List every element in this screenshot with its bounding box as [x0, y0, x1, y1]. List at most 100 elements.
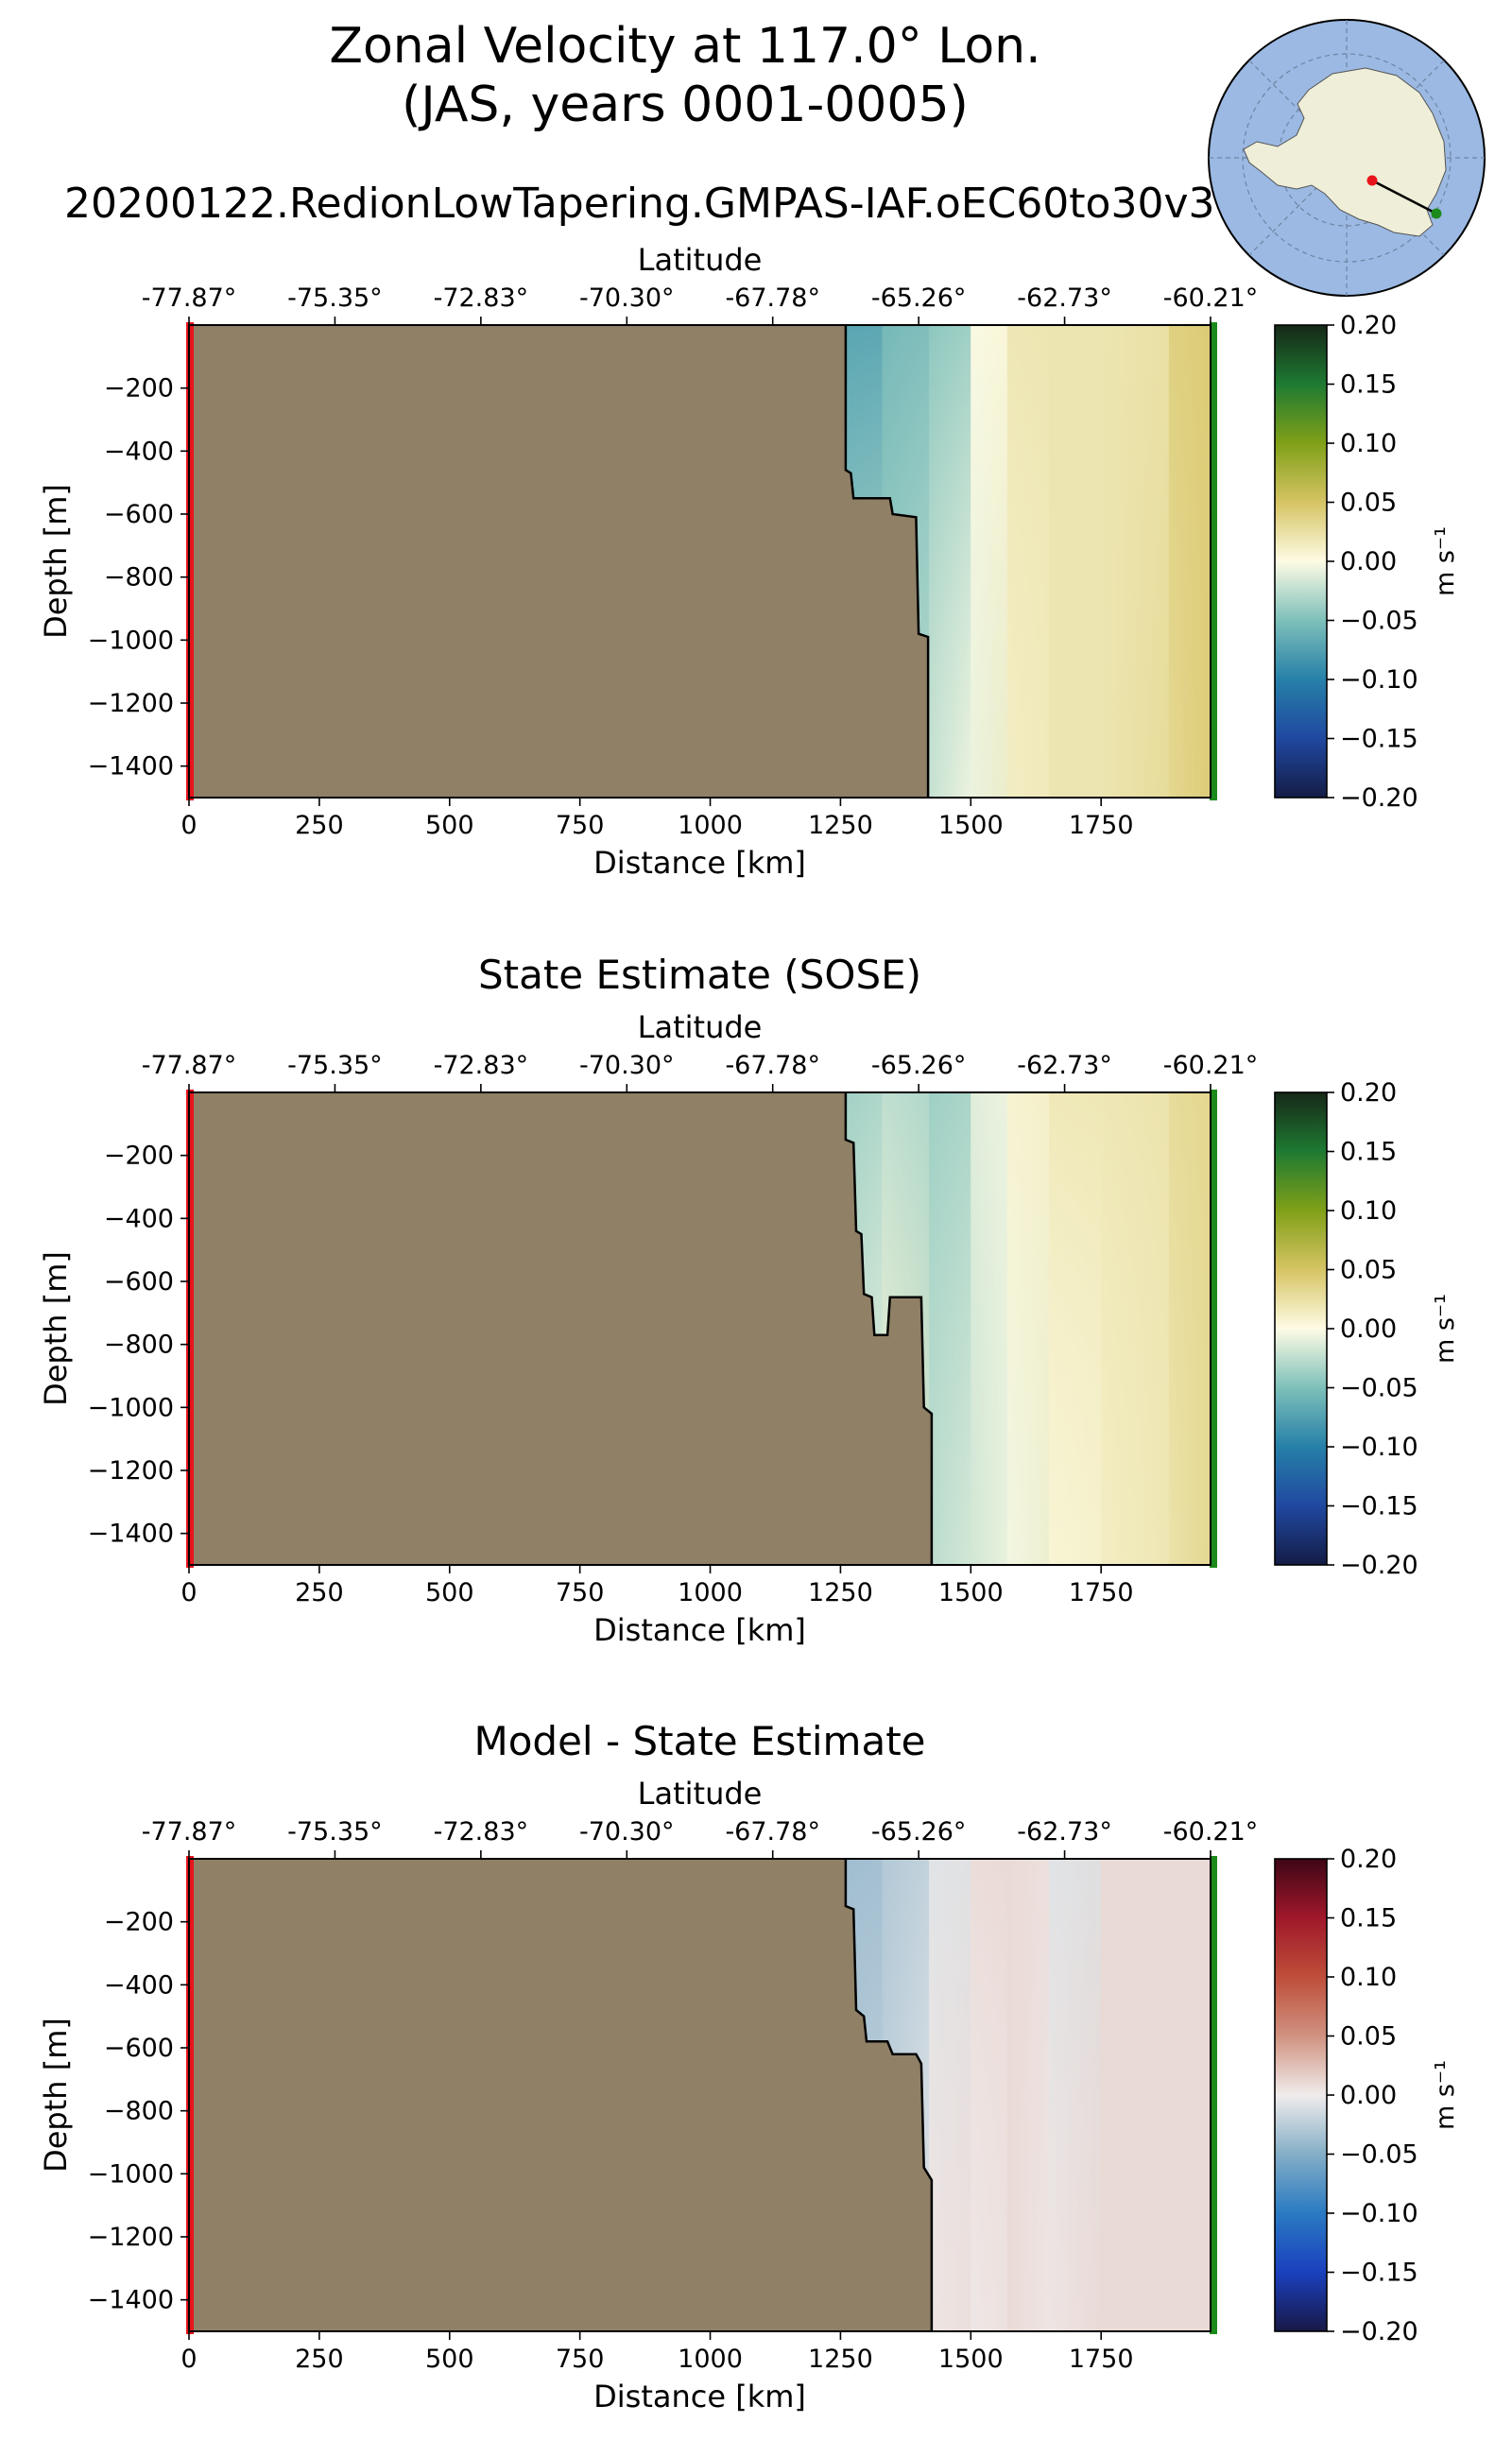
colorbar-tick-label: −0.20: [1340, 2317, 1418, 2346]
bathymetry-outline: [844, 325, 930, 798]
lat-tick-label: -67.78°: [725, 284, 820, 313]
section-end-bar: [1210, 322, 1217, 800]
x-axis-label: Distance [km]: [593, 2379, 806, 2414]
plot-frame: [188, 324, 1211, 799]
colorbar: [1274, 1091, 1328, 1566]
x-tick-label: 1000: [678, 1578, 743, 1607]
y-tick-label: −800: [104, 1331, 174, 1360]
lat-tick-label: -70.30°: [579, 1817, 675, 1847]
y-tick-label: −1000: [88, 1393, 174, 1422]
colorbar-tick-label: −0.20: [1340, 783, 1418, 813]
velocity-column: [1101, 1859, 1169, 2331]
lat-tick-label: -62.73°: [1017, 1817, 1112, 1847]
x-tick-label: 1750: [1069, 2345, 1134, 2374]
panel-1: 0 250 500 750 1000 1250 1500 1750 Distance [km] -…: [38, 242, 1460, 881]
antarctica-landmass: [1243, 67, 1447, 237]
section-end-bar: [1210, 1090, 1217, 1568]
colorbar-tick-label: 0.10: [1340, 1196, 1397, 1226]
x-tick-label: 750: [556, 2345, 605, 2374]
colorbar-tick-label: −0.10: [1340, 1433, 1418, 1462]
y-tick-label: −400: [104, 1970, 174, 2000]
figure-title-line1: Zonal Velocity at 117.0° Lon.: [329, 18, 1040, 75]
x-tick-label: 1000: [678, 811, 743, 840]
x-tick-label: 250: [295, 2345, 344, 2374]
lat-tick-label: -62.73°: [1017, 284, 1112, 313]
colorbar-tick-label: 0.00: [1340, 1314, 1397, 1344]
colorbar-tick-label: 0.15: [1340, 1138, 1397, 1167]
lat-tick-label: -77.87°: [142, 1051, 237, 1080]
colorbar-tick-label: −0.05: [1340, 607, 1418, 636]
y-tick-label: −600: [104, 1267, 174, 1297]
lat-tick-label: -72.83°: [434, 1817, 529, 1847]
y-axis-label: Depth [m]: [38, 484, 74, 639]
y-axis-label: Depth [m]: [38, 2018, 74, 2173]
x-tick-label: 1250: [808, 2345, 873, 2374]
y-tick-label: −1400: [88, 1520, 174, 1549]
x-tick-label: 0: [180, 811, 197, 840]
colorbar-tick-label: −0.15: [1340, 725, 1418, 754]
velocity-column: [1101, 325, 1169, 798]
bathymetry-outline: [844, 1092, 934, 1565]
velocity-column: [1049, 1092, 1102, 1565]
panel-2: State Estimate (SOSE) 0 250 500 750 1000 1250 1…: [38, 952, 1460, 1648]
y-tick-label: −1200: [88, 1456, 174, 1486]
colorbar-tick-label: 0.05: [1340, 1256, 1397, 1285]
colorbar: [1274, 1858, 1328, 2332]
velocity-column: [1006, 325, 1050, 798]
y-axis-label: Depth [m]: [38, 1251, 74, 1406]
section-line: [1371, 179, 1437, 215]
lat-tick-label: -65.26°: [871, 1817, 967, 1847]
x-tick-label: 750: [556, 1578, 605, 1607]
section-start-marker: [1366, 175, 1378, 186]
x-tick-label: 1250: [808, 1578, 873, 1607]
x-tick-label: 500: [425, 1578, 474, 1607]
lat-axis-label: Latitude: [638, 1009, 763, 1045]
velocity-column: [1168, 1092, 1211, 1565]
colorbar-tick-label: 0.00: [1340, 2081, 1397, 2110]
colorbar-tick-label: −0.15: [1340, 2259, 1418, 2288]
colorbar-label: m s⁻¹: [1431, 1294, 1460, 1364]
y-tick-label: −1200: [88, 2223, 174, 2252]
lat-tick-label: -60.21°: [1163, 284, 1259, 313]
lat-tick-label: -67.78°: [725, 1051, 820, 1080]
y-tick-label: −400: [104, 1204, 174, 1233]
lat-tick-label: -72.83°: [434, 1051, 529, 1080]
lat-tick-label: -65.26°: [871, 284, 967, 313]
x-tick-label: 1750: [1069, 811, 1134, 840]
x-tick-label: 500: [425, 811, 474, 840]
lat-tick-label: -60.21°: [1163, 1051, 1259, 1080]
velocity-column: [971, 325, 1007, 798]
colorbar-tick-label: −0.05: [1340, 1374, 1418, 1403]
colorbar-label: m s⁻¹: [1431, 2060, 1460, 2130]
lat-tick-label: -72.83°: [434, 284, 529, 313]
x-tick-label: 250: [295, 811, 344, 840]
velocity-column: [1049, 1859, 1102, 2331]
y-tick-label: −1000: [88, 2159, 174, 2189]
lat-axis-label: Latitude: [638, 1776, 763, 1812]
colorbar-tick-label: 0.05: [1340, 489, 1397, 518]
panel-title: State Estimate (SOSE): [478, 952, 921, 998]
section-end-marker: [1431, 208, 1442, 219]
velocity-column: [929, 1859, 971, 2331]
y-tick-label: −1200: [88, 689, 174, 718]
lat-tick-label: -60.21°: [1163, 1817, 1259, 1847]
colorbar-tick-label: 0.15: [1340, 1904, 1397, 1933]
y-tick-label: −400: [104, 437, 174, 466]
panel-3: Model - State Estimate 0 250 500 750 1000 1250…: [38, 1718, 1460, 2414]
x-tick-label: 1000: [678, 2345, 743, 2374]
lat-tick-label: -75.35°: [287, 1051, 383, 1080]
lat-tick-label: -75.35°: [287, 284, 383, 313]
y-tick-label: −1400: [88, 752, 174, 782]
x-tick-label: 0: [180, 2345, 197, 2374]
colorbar-tick-label: 0.05: [1340, 2022, 1397, 2052]
y-tick-label: −600: [104, 500, 174, 529]
velocity-column: [1006, 1859, 1050, 2331]
y-tick-label: −200: [104, 1142, 174, 1171]
y-tick-label: −800: [104, 2097, 174, 2126]
x-axis-label: Distance [km]: [593, 845, 806, 881]
velocity-column: [971, 1859, 1007, 2331]
inset-map: [1208, 19, 1486, 297]
velocity-column: [971, 1092, 1007, 1565]
y-tick-label: −200: [104, 374, 174, 404]
lat-tick-label: -70.30°: [579, 1051, 675, 1080]
